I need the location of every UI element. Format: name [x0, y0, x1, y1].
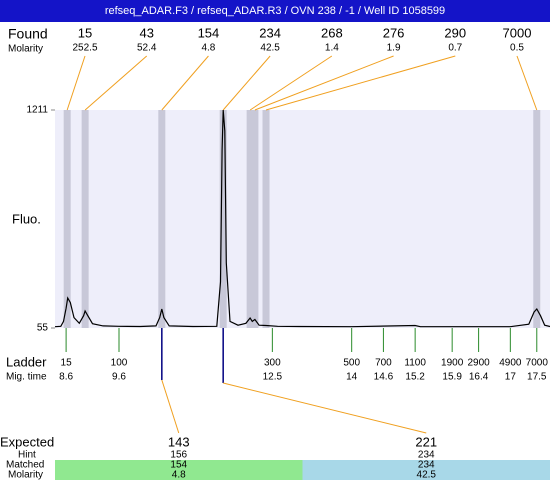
- ladder-size: 300: [264, 358, 281, 369]
- found-molarity: 52.4: [137, 43, 157, 54]
- ladder-time: 16.4: [469, 372, 489, 383]
- found-size: 154: [198, 25, 220, 40]
- peak-band: [533, 110, 541, 328]
- ladder-time: 8.6: [59, 372, 73, 383]
- ladder-size: 1900: [441, 358, 464, 369]
- ladder-size: 100: [111, 358, 128, 369]
- peak-band: [219, 110, 227, 328]
- expected-size: 143: [168, 434, 190, 449]
- ladder-time: 17.5: [527, 372, 547, 383]
- peak-band: [63, 110, 71, 328]
- match-bar: [302, 460, 550, 480]
- found-size: 234: [259, 25, 281, 40]
- y-tick-label: 55: [37, 323, 49, 334]
- mig-time-label: Mig. time: [6, 372, 47, 383]
- ladder-size: 1100: [404, 358, 426, 369]
- found-molarity: 252.5: [72, 43, 97, 54]
- ladder-time: 12.5: [263, 372, 283, 383]
- found-label: Found: [8, 26, 48, 42]
- ladder-time: 15.9: [442, 372, 462, 383]
- found-molarity: 0.5: [510, 43, 524, 54]
- found-size: 15: [78, 25, 92, 40]
- found-size: 290: [444, 25, 466, 40]
- peak-band: [81, 110, 89, 328]
- ladder-time: 17: [505, 372, 517, 383]
- expected-molarity: 42.5: [417, 470, 437, 480]
- found-connector: [222, 55, 271, 111]
- found-size: 7000: [503, 25, 532, 40]
- found-connector: [265, 55, 456, 111]
- ladder-time: 14.6: [374, 372, 394, 383]
- hint: 156: [170, 450, 187, 461]
- ladder-size: 4900: [499, 358, 522, 369]
- found-molarity: 1.9: [387, 43, 401, 54]
- molarity-label: Molarity: [8, 44, 43, 55]
- found-connector: [84, 55, 148, 111]
- found-size: 268: [321, 25, 343, 40]
- peak-band: [158, 110, 166, 328]
- expected-label: Expected: [0, 434, 54, 449]
- matched: 234: [418, 460, 435, 471]
- match-connector: [223, 382, 427, 434]
- ladder-size: 700: [375, 358, 392, 369]
- hint-label: Hint: [18, 450, 36, 461]
- found-molarity: 0.7: [448, 43, 462, 54]
- ladder-size: 15: [61, 358, 73, 369]
- found-molarity: 4.8: [201, 43, 215, 54]
- found-size: 43: [139, 25, 153, 40]
- trace: [54, 109, 550, 328]
- found-connector: [161, 55, 209, 111]
- peak-band: [251, 110, 259, 328]
- ladder-time: 14: [346, 372, 358, 383]
- found-size: 276: [383, 25, 405, 40]
- y-tick-label: 1211: [26, 105, 48, 116]
- ladder-time: 15.2: [405, 372, 425, 383]
- found-connector: [249, 55, 333, 111]
- ladder-size: 500: [343, 358, 360, 369]
- ladder-time: 9.6: [112, 372, 126, 383]
- matched-label: Matched: [6, 460, 44, 471]
- found-connector: [516, 55, 538, 111]
- title-bar: [0, 0, 550, 22]
- title: refseq_ADAR.F3 / refseq_ADAR.R3 / OVN 23…: [105, 5, 445, 17]
- expected-molarity-label: Molarity: [8, 470, 43, 480]
- hint: 234: [418, 450, 435, 461]
- found-connector: [254, 55, 394, 111]
- axis-label: Fluo.: [12, 211, 41, 226]
- match-connector: [161, 379, 180, 434]
- peak-band: [262, 110, 270, 328]
- ladder-size: 2900: [467, 358, 490, 369]
- plot-area: [55, 110, 550, 328]
- found-molarity: 1.4: [325, 43, 339, 54]
- match-bar: [55, 460, 303, 480]
- matched: 154: [170, 460, 187, 471]
- ladder-size: 7000: [526, 358, 549, 369]
- peak-band: [246, 110, 254, 328]
- ladder-label: Ladder: [6, 354, 47, 369]
- expected-size: 221: [415, 434, 437, 449]
- found-molarity: 42.5: [260, 43, 280, 54]
- expected-molarity: 4.8: [172, 470, 186, 480]
- found-connector: [66, 55, 86, 111]
